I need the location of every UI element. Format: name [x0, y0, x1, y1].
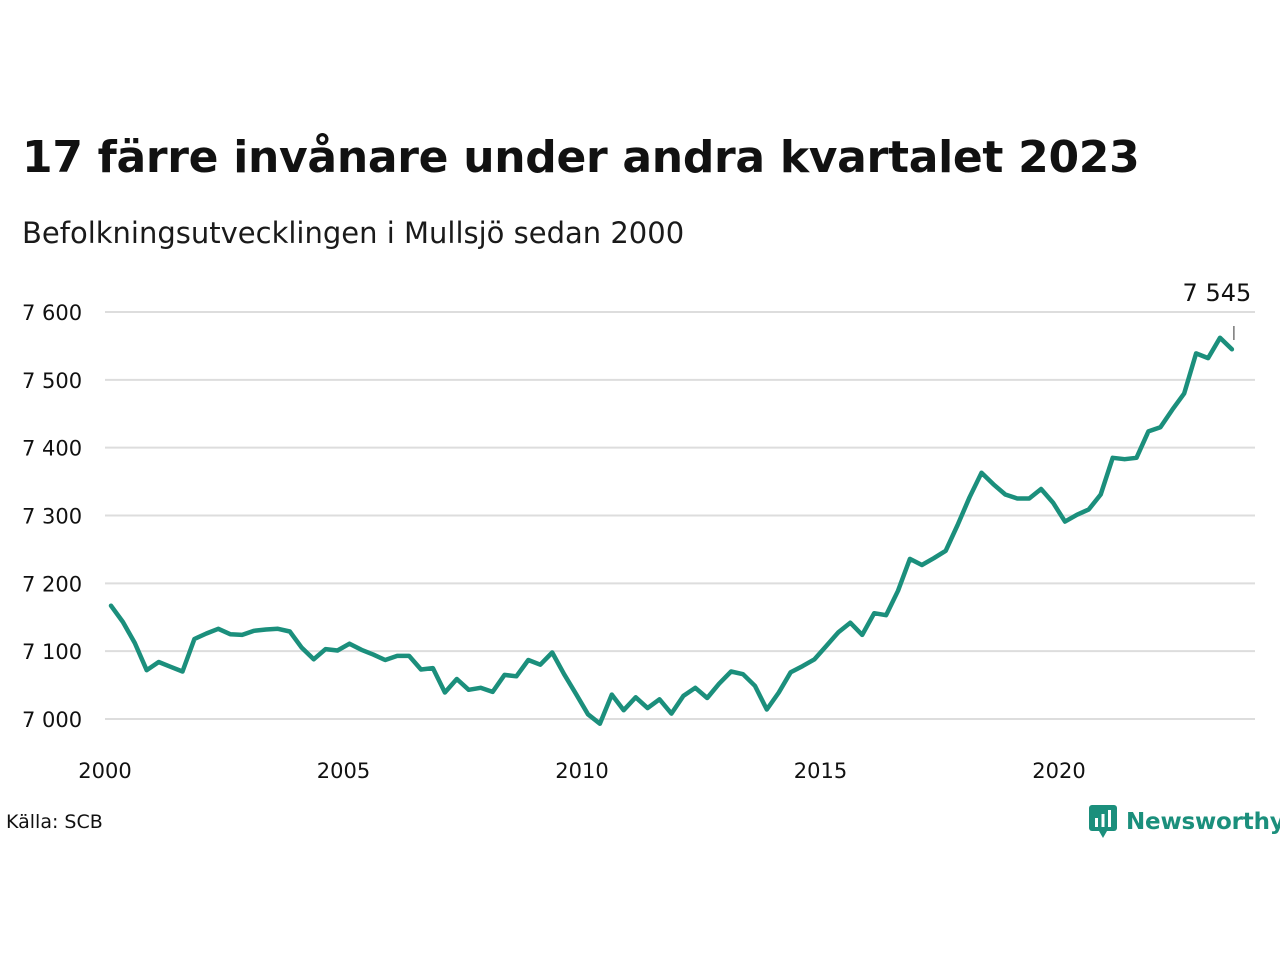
x-tick-label: 2015 — [794, 759, 847, 783]
x-tick-label: 2000 — [78, 759, 131, 783]
y-tick-label: 7 400 — [22, 437, 82, 461]
x-tick-label: 2010 — [555, 759, 608, 783]
last-value-label: 7 545 — [1183, 279, 1252, 307]
y-tick-label: 7 100 — [22, 640, 82, 664]
y-tick-label: 7 300 — [22, 505, 82, 529]
y-tick-label: 7 600 — [22, 301, 82, 325]
x-tick-label: 2005 — [317, 759, 370, 783]
series-line — [108, 335, 1235, 726]
y-tick-label: 7 500 — [22, 369, 82, 393]
chart-title: 17 färre invånare under andra kvartalet … — [22, 132, 1140, 183]
x-tick-label: 2020 — [1032, 759, 1085, 783]
chart-bubble-icon — [1089, 805, 1117, 838]
chart-subtitle: Befolkningsutvecklingen i Mullsjö sedan … — [22, 216, 685, 250]
source-note: Källa: SCB — [6, 811, 103, 833]
y-tick-label: 7 000 — [22, 708, 82, 732]
y-tick-label: 7 200 — [22, 572, 82, 596]
brand-logo: Newsworthy — [1088, 804, 1280, 840]
brand-name: Newsworthy — [1126, 809, 1280, 835]
